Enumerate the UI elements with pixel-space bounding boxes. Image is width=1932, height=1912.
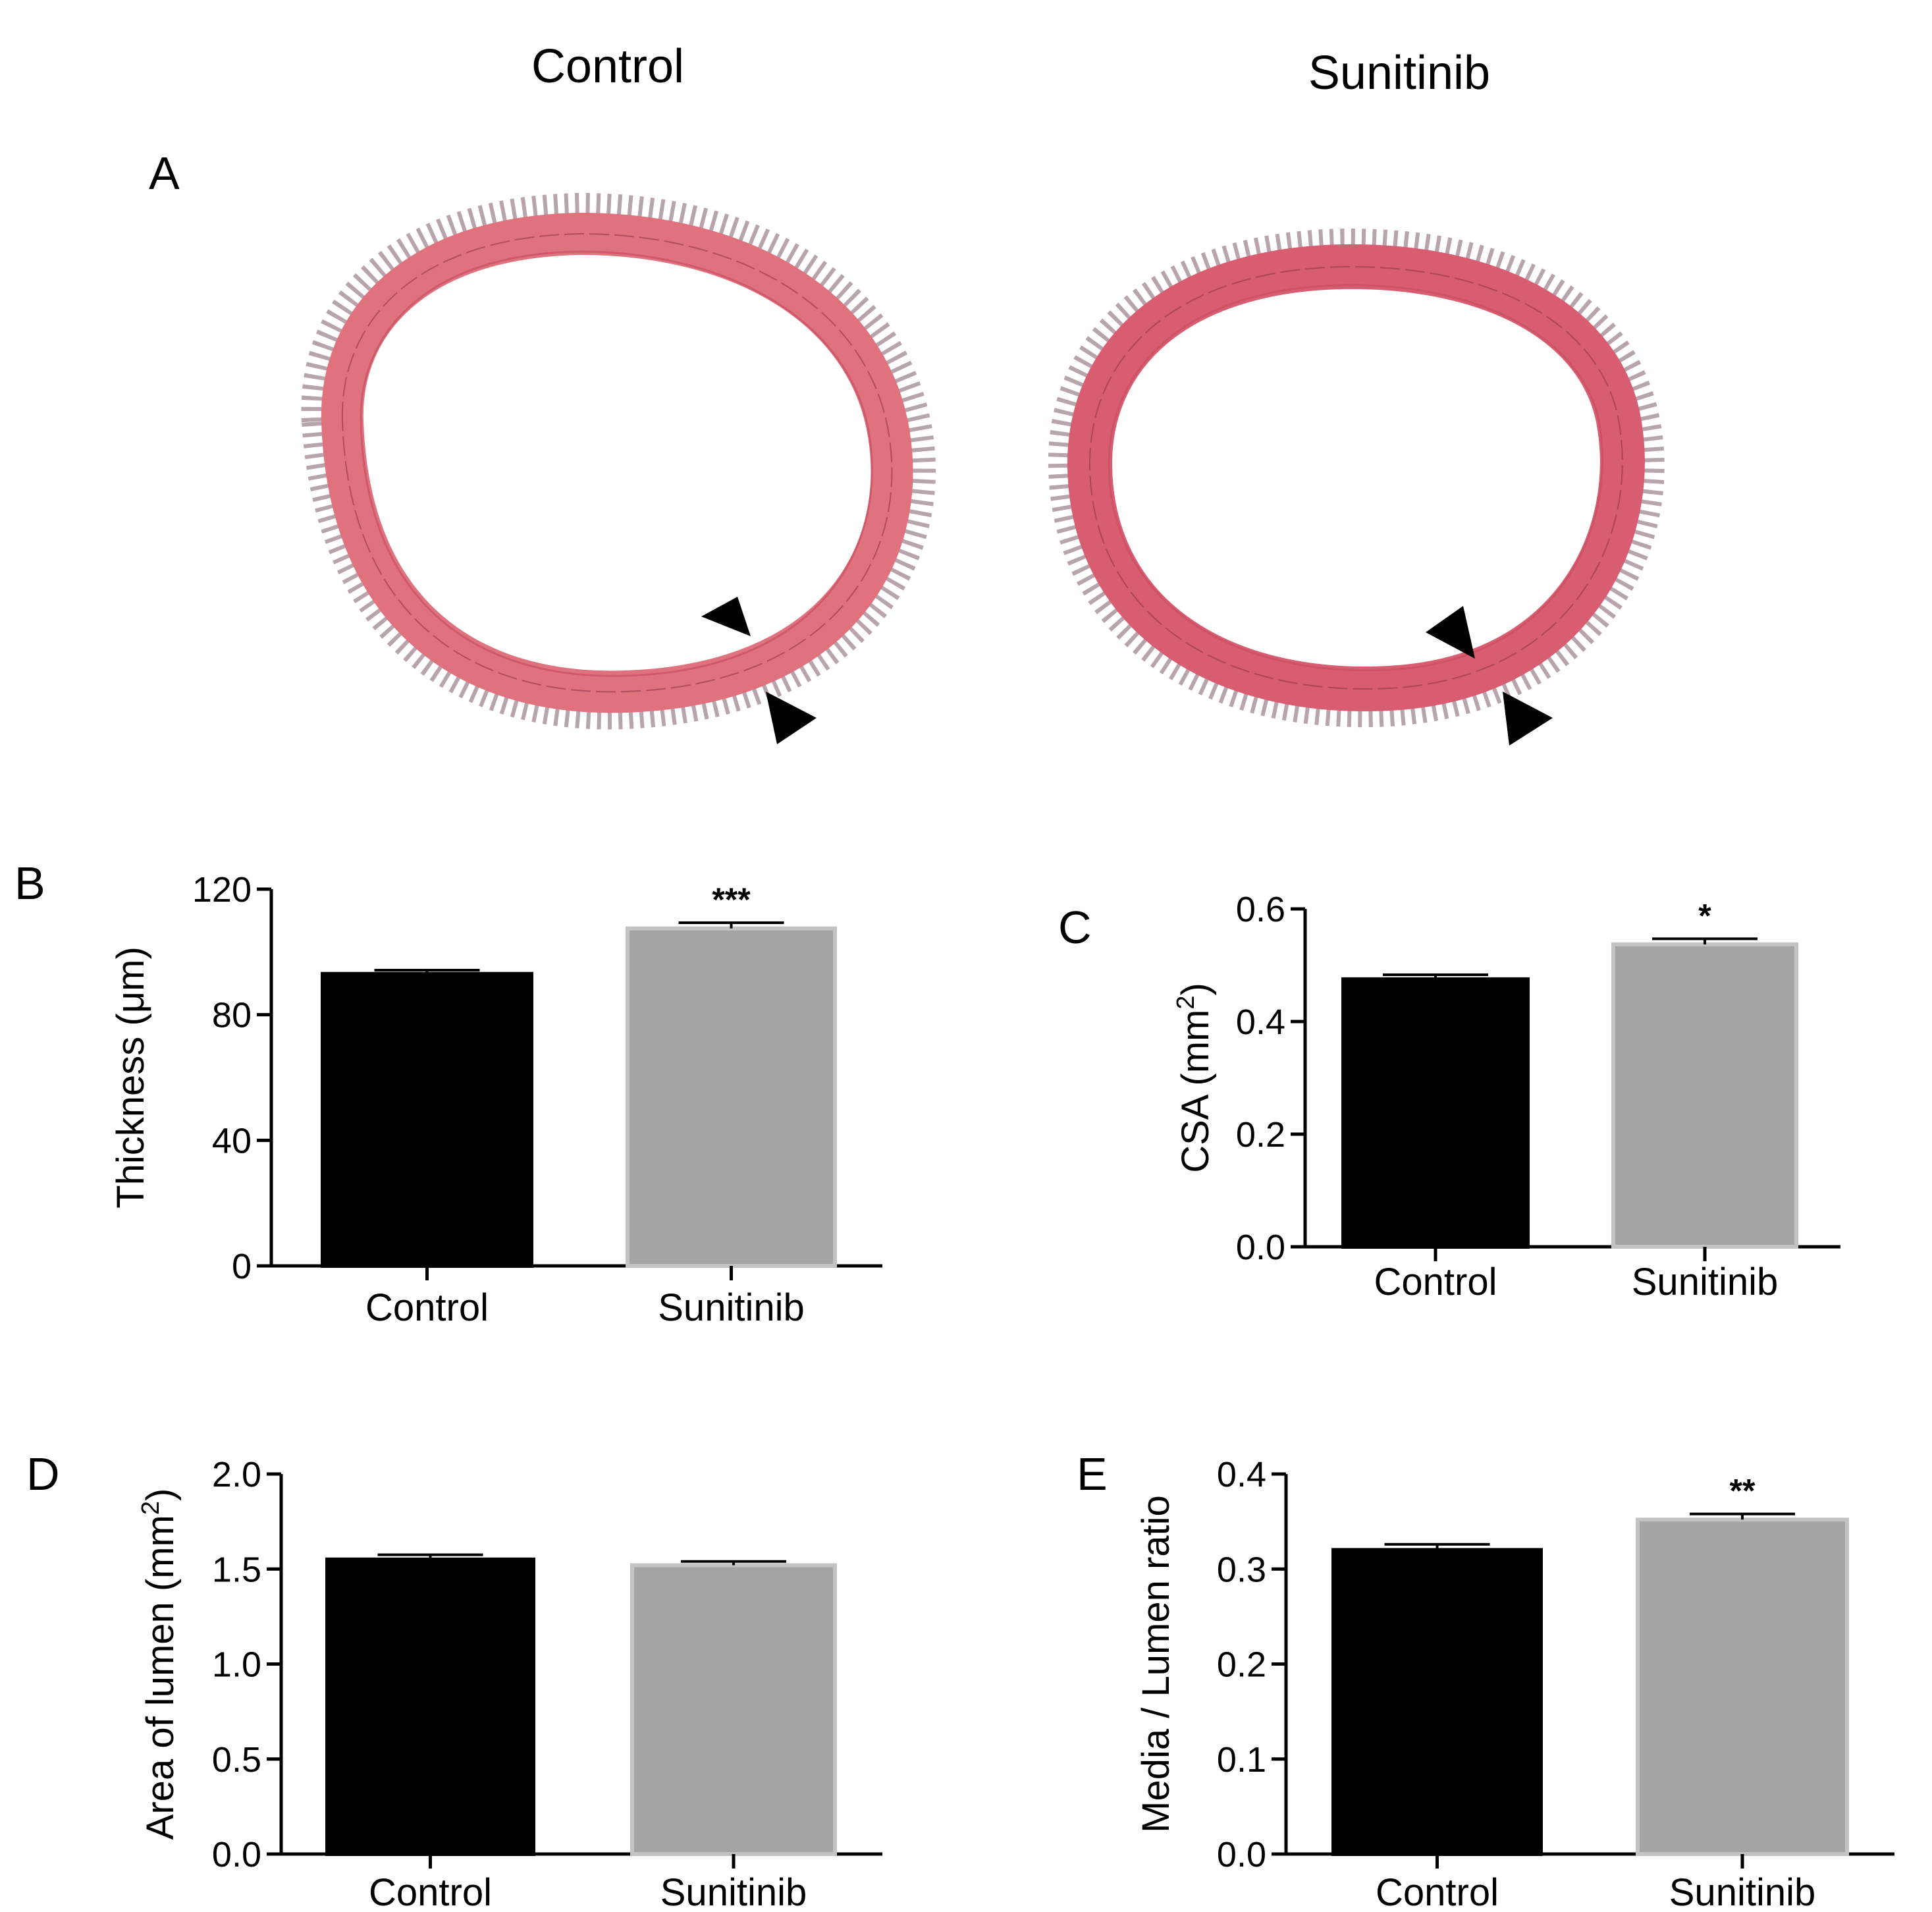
arrowhead-outer-sunitinib [1503,692,1553,746]
y-axis-title: Area of lumen (mm2) [137,1489,182,1840]
panel-letter-c: C [1058,902,1092,953]
y-tick-label: 0.2 [1236,1115,1285,1155]
panel-c: C 0.0 0.2 0.4 0.6 Control Sunitinib * CSA (mm2) [1058,890,1840,1303]
chart-b: 0 40 80 120 Control Sunitinib *** Thickness (μm… [109,870,882,1329]
bar-sunitinib [1611,942,1798,1249]
adventitia-sunitinib [1048,228,1665,728]
x-tick-label: Sunitinib [658,1286,804,1329]
bar-control [321,971,533,1268]
chart-d: 0.0 0.5 1.0 1.5 2.0 Control Sunitinib Area of l… [137,1455,882,1912]
y-tick-label: 1.5 [212,1550,261,1589]
elastic-lamina-sunitinib [1088,265,1623,690]
y-tick-label: 120 [192,870,252,910]
bar-control [1341,977,1530,1249]
bar-control [1331,1548,1543,1856]
y-axis-title-end: ) [1174,983,1217,995]
y-tick-label: 0.3 [1217,1550,1266,1589]
bar-sunitinib [630,1563,837,1856]
chart-c: 0.0 0.2 0.4 0.6 Control Sunitinib * CSA (mm2) [1172,890,1840,1303]
y-tick-label: 0.4 [1236,1002,1285,1042]
column-title-sunitinib: Sunitinib [1308,47,1490,99]
y-tick-label: 0.1 [1217,1740,1266,1780]
y-tick-label: 0 [232,1247,252,1286]
y-tick-label: 40 [212,1121,252,1161]
y-axis-title-end: ) [139,1489,182,1501]
y-tick-label: 0.0 [212,1835,261,1874]
panel-d: D 0.0 0.5 1.0 1.5 2.0 Control Sunitinib Area of… [26,1448,882,1912]
bar-sunitinib [626,926,837,1269]
adventitia-control [301,192,936,730]
panel-letter-a: A [149,148,180,199]
significance-mark: ** [1730,1473,1756,1510]
arrowhead-inner-control [701,597,751,636]
y-tick-label: 0.4 [1217,1455,1266,1494]
vessel-wall-sunitinib [1067,244,1645,711]
micrograph-sunitinib [1048,228,1665,746]
x-tick-label: Control [369,1871,492,1912]
x-tick-label: Control [1376,1871,1499,1912]
x-tick-label: Control [1374,1261,1497,1303]
y-axis-title: Media / Lumen ratio [1135,1495,1177,1833]
x-tick-label: Sunitinib [660,1871,807,1912]
y-tick-label: 0.0 [1217,1835,1266,1874]
bar-sunitinib [1636,1517,1849,1856]
y-tick-label: 0.2 [1217,1645,1266,1685]
y-axis-title-main: CSA (mm [1174,1010,1217,1173]
panel-a: Control Sunitinib A [149,40,1665,746]
chart-e: 0.0 0.1 0.2 0.3 0.4 Control Sunitinib ** Media /… [1135,1455,1894,1912]
y-tick-label: 1.0 [212,1645,261,1685]
y-tick-label: 2.0 [212,1455,261,1494]
y-axis-title-superscript: 2 [137,1501,165,1515]
inner-lamina-control [360,250,873,677]
panel-e: E 0.0 0.1 0.2 0.3 0.4 Control Sunitinib ** Media… [1077,1448,1894,1912]
arrowhead-outer-control [766,692,817,744]
significance-mark: *** [712,881,751,918]
y-tick-label: 80 [212,996,252,1035]
x-tick-label: Control [365,1286,489,1329]
panel-letter-d: D [26,1448,60,1500]
y-tick-label: 0.6 [1236,890,1285,929]
y-tick-label: 0.5 [212,1740,261,1780]
y-axis-title-superscript: 2 [1172,996,1200,1010]
y-axis-title-main: Area of lumen (mm [139,1515,182,1840]
panel-letter-e: E [1077,1448,1108,1500]
panel-b: B 0 40 80 120 Control Sunitinib *** Thickness (… [14,858,882,1329]
column-title-control: Control [531,40,684,93]
x-tick-label: Sunitinib [1669,1871,1815,1912]
inner-lamina-sunitinib [1108,284,1603,672]
significance-mark: * [1698,897,1711,934]
y-axis-title: CSA (mm2) [1172,983,1217,1173]
elastic-lamina-control [341,232,893,693]
arrowhead-inner-sunitinib [1426,606,1475,659]
micrograph-control [301,192,936,744]
y-tick-label: 0.0 [1236,1228,1285,1267]
bar-control [325,1557,535,1856]
x-tick-label: Sunitinib [1632,1261,1778,1303]
y-axis-title: Thickness (μm) [109,946,152,1209]
panel-letter-b: B [14,858,45,909]
